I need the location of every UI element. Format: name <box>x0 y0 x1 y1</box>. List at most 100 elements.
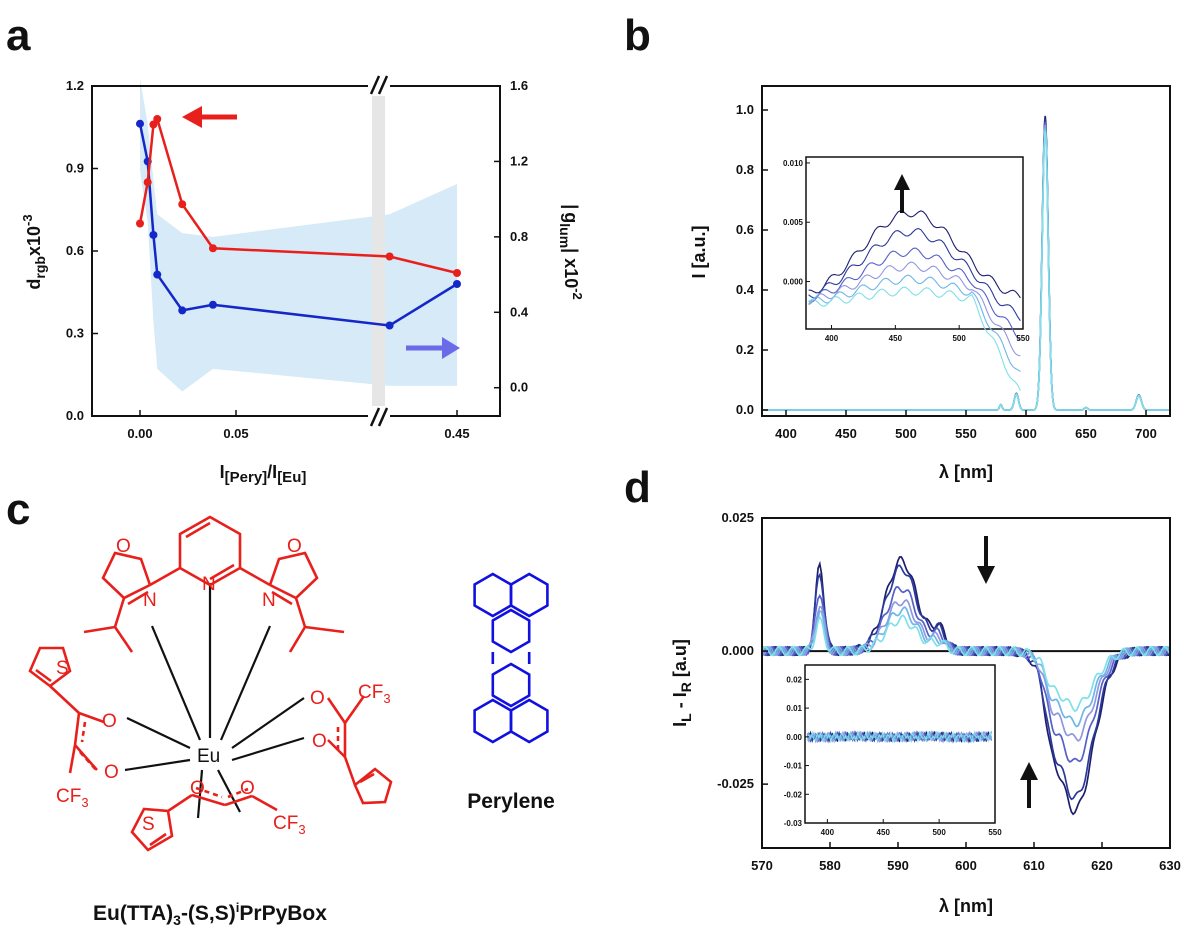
perylene-structure <box>475 574 548 742</box>
gum-series-point <box>209 301 217 309</box>
panel-a-y2label: |glum| x10-2 <box>557 204 585 300</box>
y2-tick-label: 0.0 <box>510 380 528 395</box>
svg-text:N: N <box>262 590 276 611</box>
perylene-name: Perylene <box>467 790 555 813</box>
panel-b-chart: 400 450 500 550 600 650 7000.00.20.40.60.81.0 … <box>689 86 1170 482</box>
drgb-series-point <box>136 220 144 228</box>
y-tick-label: 0.0 <box>66 408 84 423</box>
x-tick-label: 700 <box>1135 426 1157 441</box>
drgb-series-point <box>153 115 161 123</box>
gum-series-point <box>149 231 157 239</box>
gum-series-point <box>453 280 461 288</box>
y-tick-label: 0.4 <box>736 282 755 297</box>
y-tick-label: 1.0 <box>736 102 754 117</box>
down-arrow <box>977 536 995 584</box>
y-tick-label: 1.2 <box>66 78 84 93</box>
y-tick-label: 0.6 <box>66 243 84 258</box>
gum-series-point <box>178 306 186 314</box>
panel-d-chart: 570 580 590 600 610 620 630 0.025 0.000 -0.025 40… <box>670 510 1181 916</box>
y-tick-label: 0.2 <box>736 342 754 357</box>
x-tick-label: 500 <box>895 426 917 441</box>
panel-a-xlabel: I[Pery]/I[Eu] <box>220 462 307 486</box>
inset-y-tick-label: -0.02 <box>784 790 803 799</box>
confidence-band <box>140 78 457 391</box>
x-tick-label: 570 <box>751 858 773 873</box>
perylene-ring <box>511 574 547 616</box>
inset-y-tick-label: 0.02 <box>786 675 802 684</box>
svg-text:drgbx10-3: drgbx10-3 <box>20 214 48 289</box>
svg-text:O: O <box>312 731 327 752</box>
panel-b-ylabel: I [a.u.] <box>689 226 709 279</box>
perylene-ring <box>475 574 511 616</box>
inset-y-tick-label: 0.005 <box>783 218 804 227</box>
x-tick-label: 650 <box>1075 426 1097 441</box>
x-tick-label: 580 <box>819 858 841 873</box>
x-tick-label: 600 <box>955 858 977 873</box>
drgb-series-point <box>144 178 152 186</box>
svg-text:IL - IR [a.u]: IL - IR [a.u] <box>670 639 694 727</box>
x-tick-label: 0.05 <box>223 426 248 441</box>
y2-tick-label: 1.2 <box>510 153 528 168</box>
gum-series-point <box>386 321 394 329</box>
x-tick-label: 610 <box>1023 858 1045 873</box>
svg-text:O: O <box>310 688 325 709</box>
inset-x-tick-label: 400 <box>821 828 835 837</box>
x-tick-label: 630 <box>1159 858 1181 873</box>
inset-y-tick-label: 0.00 <box>786 733 802 742</box>
x-tick-label: 0.00 <box>127 426 152 441</box>
y-tick-label: 0.000 <box>721 643 754 658</box>
panel-a-chart: 0.00.30.60.91.20.00.40.81.21.60.00 0.05 0.… <box>20 74 585 486</box>
coordination-bonds <box>125 583 304 818</box>
perylene-ring <box>511 700 547 742</box>
svg-text:O: O <box>190 778 205 799</box>
x-tick-label: 400 <box>775 426 797 441</box>
y-tick-label: -0.025 <box>717 776 754 791</box>
inset-y-tick-label: 0.000 <box>783 278 804 287</box>
gum-series-point <box>136 120 144 128</box>
panel-c-structures: Eu <box>30 517 555 926</box>
svg-text:O: O <box>287 536 302 557</box>
y-tick-label: 0.025 <box>721 510 754 525</box>
inset-x-tick-label: 500 <box>952 334 966 343</box>
perylene-ring <box>493 664 529 706</box>
y-tick-label: 0.3 <box>66 326 84 341</box>
inset-x-tick-label: 400 <box>825 334 839 343</box>
panel-label-d: d <box>624 463 651 512</box>
y-tick-label: 0.0 <box>736 402 754 417</box>
svg-text:O: O <box>116 536 131 557</box>
drgb-series-point <box>178 200 186 208</box>
inset-y-tick-label: -0.03 <box>784 819 803 828</box>
inset-x-tick-label: 500 <box>932 828 946 837</box>
svg-text:N: N <box>143 590 157 611</box>
svg-text:N: N <box>202 574 216 595</box>
inset-y-tick-label: 0.010 <box>783 159 804 168</box>
inset-y-tick-label: 0.01 <box>786 704 802 713</box>
x-tick-label: 600 <box>1015 426 1037 441</box>
svg-text:O: O <box>102 711 117 732</box>
x-tick-label: 450 <box>835 426 857 441</box>
panel-label-a: a <box>6 11 31 60</box>
x-tick-label: 550 <box>955 426 977 441</box>
europium-atom: Eu <box>197 746 220 767</box>
panel-b-xlabel: λ [nm] <box>939 462 993 482</box>
drgb-series-point <box>453 269 461 277</box>
svg-text:|glum| x10-2: |glum| x10-2 <box>557 204 585 300</box>
y-tick-label: 0.6 <box>736 222 754 237</box>
gum-series-point <box>153 271 161 279</box>
up-arrow <box>1020 762 1038 808</box>
perylene-ring <box>475 700 511 742</box>
panel-label-c: c <box>6 485 30 534</box>
inset-x-tick-label: 450 <box>889 334 903 343</box>
svg-text:O: O <box>104 762 119 783</box>
panel-d-inset <box>805 665 995 823</box>
drgb-series-point <box>209 244 217 252</box>
panel-d-xlabel: λ [nm] <box>939 896 993 916</box>
svg-text:CF3: CF3 <box>358 682 391 706</box>
x-tick-label: 590 <box>887 858 909 873</box>
svg-text:CF3: CF3 <box>56 786 89 810</box>
axis-break-gap <box>372 86 385 416</box>
y-tick-label: 0.9 <box>66 161 84 176</box>
svg-text:S: S <box>142 814 155 835</box>
svg-text:CF3: CF3 <box>273 813 306 837</box>
panel-a-ylabel: drgbx10-3 <box>20 214 48 289</box>
